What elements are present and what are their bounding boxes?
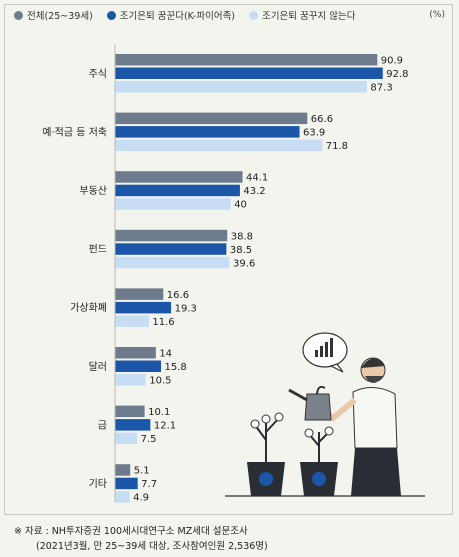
- data-label: 66.6: [311, 114, 333, 125]
- bar: [115, 464, 131, 476]
- data-label: 10.1: [148, 407, 170, 418]
- growth-chart-bubble-icon: [302, 332, 348, 373]
- category-label: 부동산: [79, 185, 107, 197]
- bar: [115, 374, 146, 386]
- data-label: 92.8: [386, 69, 408, 80]
- legend-label-total: 전체(25~39세): [27, 11, 93, 22]
- bar: [115, 491, 130, 503]
- bar: [115, 67, 383, 79]
- bar: [115, 405, 145, 418]
- bar: [115, 112, 308, 125]
- bar: [115, 432, 138, 445]
- data-label: 44.1: [246, 173, 268, 184]
- data-label: 19.3: [175, 303, 197, 314]
- data-label: 38.8: [231, 231, 253, 242]
- data-label: 5.1: [134, 466, 150, 477]
- category-label: 펀드: [89, 244, 107, 256]
- legend-item-nofire: 조기은퇴 꿈꾸지 않는다: [249, 8, 355, 22]
- bar: [115, 54, 378, 66]
- bar: [115, 198, 231, 210]
- data-label: 87.3: [370, 83, 392, 94]
- bar: [115, 301, 172, 314]
- legend-swatch-nofire: [249, 10, 259, 20]
- legend-item-total: 전체(25~39세): [14, 8, 93, 22]
- watering-can-icon: [288, 385, 332, 421]
- data-label: 40: [234, 200, 247, 211]
- bar: [115, 477, 138, 490]
- bar-chart: 주식 90.9 92.8 87.3 예·적금 등 저축 66.6 63.971.8 부동산 44…: [42, 44, 409, 504]
- unit-label: (%): [429, 10, 445, 20]
- data-label: 14: [159, 349, 172, 360]
- category-label: 예·적금 등 저축: [42, 126, 107, 138]
- data-label: 11.6: [152, 317, 174, 328]
- legend-item-fire: 조기은퇴 꿈꾼다(K-파이어족): [106, 8, 236, 22]
- bar: [115, 360, 162, 372]
- data-label: 63.9: [303, 128, 325, 139]
- data-label: 38.5: [230, 245, 252, 256]
- data-label: 15.8: [165, 362, 187, 373]
- data-label: 90.9: [381, 56, 403, 67]
- category-label: 가상화폐: [70, 302, 107, 314]
- plant-pot-icon: [300, 426, 338, 496]
- category-label: 금: [98, 419, 107, 431]
- bar: [115, 229, 228, 242]
- legend: 전체(25~39세) 조기은퇴 꿈꾼다(K-파이어족) 조기은퇴 꿈꾸지 않는다: [14, 8, 355, 22]
- data-label: 16.6: [167, 290, 189, 301]
- bar: [115, 419, 151, 431]
- legend-label-fire: 조기은퇴 꿈꾼다(K-파이어족): [119, 11, 236, 22]
- bar: [115, 126, 300, 138]
- category-label: 달러: [89, 361, 107, 373]
- data-label: 10.5: [149, 376, 171, 387]
- footnote-source: ※ 자료 : NH투자증권 100세시대연구소 MZ세대 설문조사: [14, 526, 248, 537]
- data-label: 43.2: [243, 186, 265, 197]
- data-label: 7.5: [141, 434, 157, 445]
- bar: [115, 256, 230, 269]
- legend-label-nofire: 조기은퇴 꿈꾸지 않는다: [262, 11, 356, 22]
- data-label: 71.8: [326, 141, 348, 152]
- footnote-detail: (2021년3월, 만 25~39세 대상, 조사참여인원 2,536명): [36, 541, 268, 552]
- category-label: 기타: [89, 478, 107, 490]
- data-label: 4.9: [133, 493, 149, 504]
- person-icon: [323, 357, 401, 496]
- legend-swatch-total: [14, 10, 23, 20]
- data-label: 39.6: [233, 258, 255, 269]
- legend-swatch-fire: [106, 10, 116, 20]
- chart-frame: [4, 4, 453, 515]
- bar: [115, 288, 164, 300]
- watering-plants-illustration: [225, 332, 425, 497]
- bar: [115, 347, 156, 359]
- bar: [115, 315, 149, 327]
- bar: [115, 171, 243, 183]
- plant-pot-icon: [247, 412, 285, 496]
- bar: [115, 81, 367, 93]
- data-label: 12.1: [154, 421, 176, 432]
- bar: [115, 139, 323, 152]
- category-label: 주식: [89, 68, 107, 80]
- bar: [115, 184, 240, 197]
- data-label: 7.7: [141, 479, 157, 490]
- bar: [115, 243, 227, 255]
